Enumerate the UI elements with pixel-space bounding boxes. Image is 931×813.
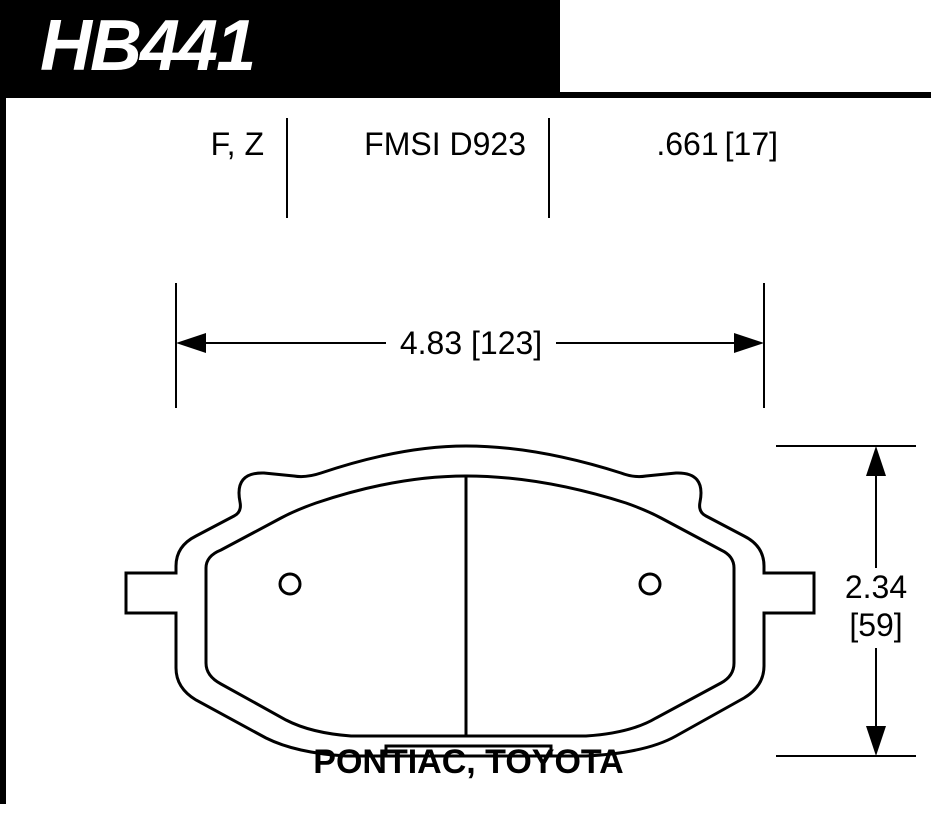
main-frame: F, Z FMSI D923 .661 [17] 4.83 [123]	[0, 92, 931, 804]
spec-compounds: F, Z	[66, 118, 286, 228]
svg-text:4.83 [12: 4.83 [123]	[400, 325, 542, 361]
pad-backplate	[126, 446, 814, 756]
diagram-area: 4.83 [123] 2.34 [59]	[6, 268, 931, 748]
width-dimension: 4.83 [123]	[176, 283, 764, 408]
brake-pad-diagram: 4.83 [123] 2.34 [59]	[6, 268, 931, 808]
rivet-icon	[280, 574, 300, 594]
part-number: HB441	[40, 5, 254, 87]
brake-pad-shape	[126, 446, 814, 756]
thickness-mm: [17]	[725, 126, 778, 163]
header-bar: HB441	[0, 0, 560, 92]
width-inches: 4.83	[400, 325, 462, 361]
pad-friction-surface	[206, 476, 734, 736]
rivet-icon	[640, 574, 660, 594]
height-inches: 2.34	[845, 569, 907, 605]
spec-thickness: .661 [17]	[550, 118, 800, 228]
height-mm: [59]	[849, 607, 902, 643]
spec-fmsi: FMSI D923	[288, 118, 548, 228]
height-dimension: 2.34 [59]	[776, 446, 926, 756]
vehicle-makes: PONTIAC, TOYOTA	[6, 743, 931, 782]
spec-row: F, Z FMSI D923 .661 [17]	[66, 118, 886, 228]
width-mm: [123]	[471, 325, 542, 361]
thickness-inches: .661	[656, 126, 718, 163]
